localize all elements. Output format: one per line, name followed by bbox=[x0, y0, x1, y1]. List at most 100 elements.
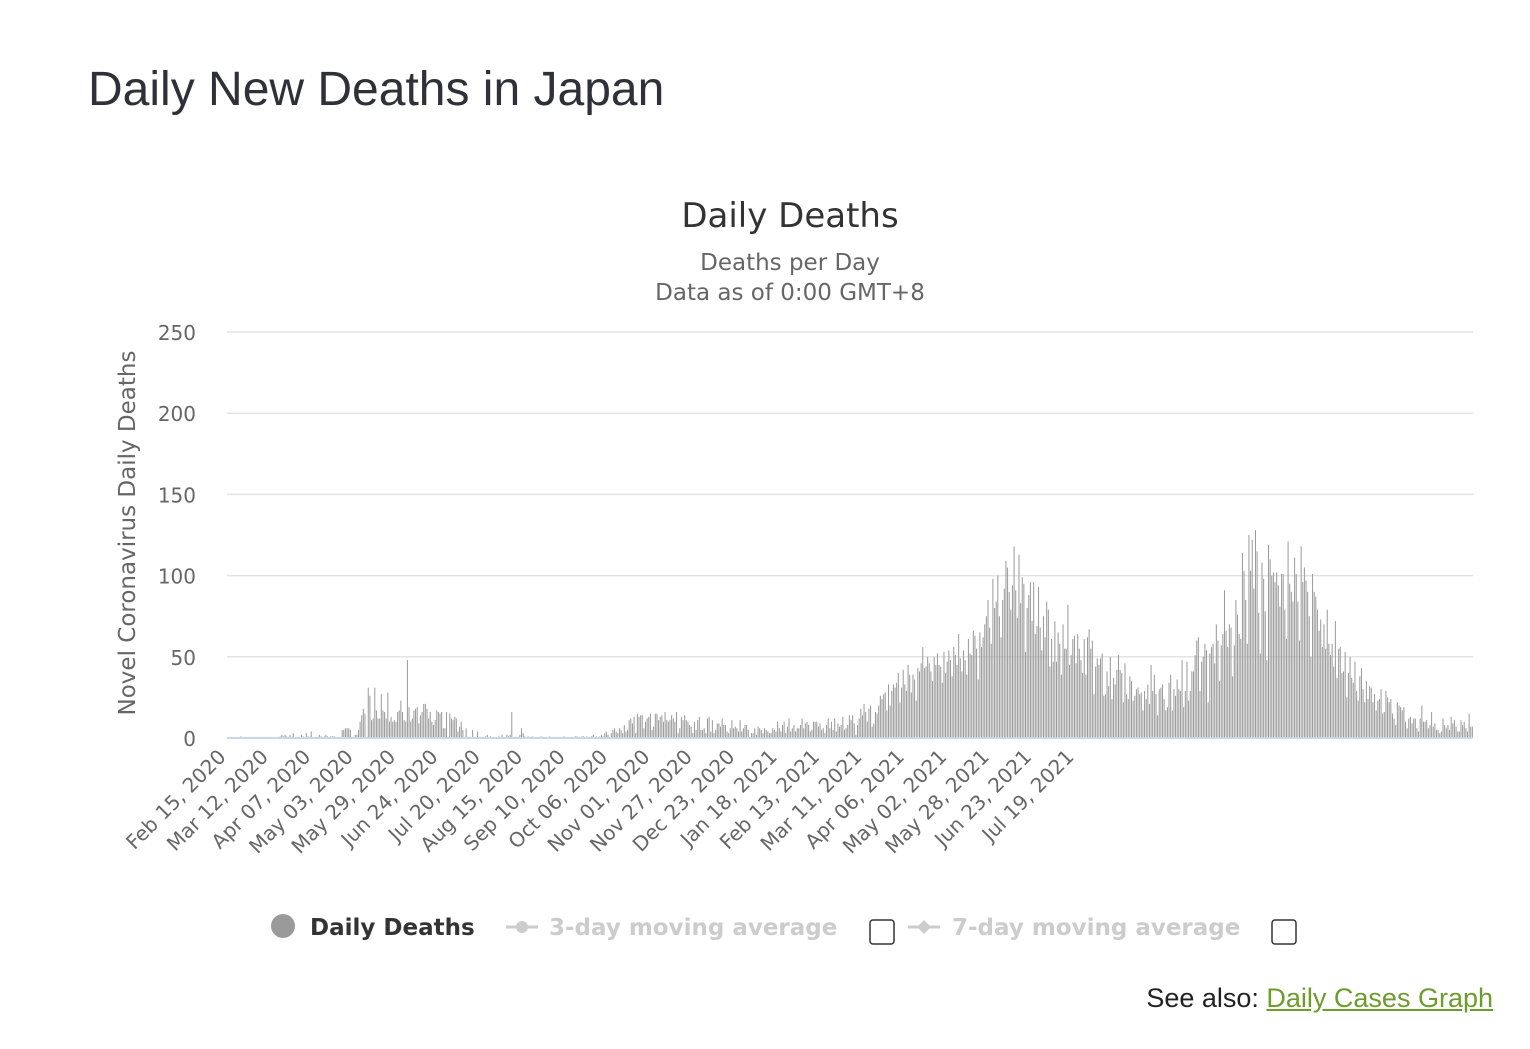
checkbox-7-day-average[interactable] bbox=[1271, 919, 1297, 945]
bar bbox=[1093, 694, 1095, 738]
bar bbox=[770, 733, 772, 738]
bar bbox=[1449, 729, 1451, 738]
bar bbox=[972, 630, 974, 738]
bar bbox=[798, 728, 800, 738]
legend-item-daily-deaths[interactable]: Daily Deaths bbox=[271, 914, 475, 941]
bar bbox=[703, 728, 705, 738]
bar bbox=[380, 694, 382, 738]
bar bbox=[777, 721, 779, 738]
bar bbox=[949, 660, 951, 738]
bar bbox=[1409, 716, 1411, 738]
bar-series-daily-deaths bbox=[240, 530, 1473, 738]
bar bbox=[1147, 684, 1149, 738]
bar bbox=[605, 731, 607, 738]
bar bbox=[641, 715, 643, 738]
checkbox-3-day-average[interactable] bbox=[869, 919, 895, 945]
bar bbox=[1137, 687, 1139, 738]
bar bbox=[511, 712, 513, 738]
bar bbox=[284, 734, 286, 738]
bar bbox=[1240, 638, 1242, 738]
bar bbox=[1069, 664, 1071, 738]
bar bbox=[1005, 560, 1007, 738]
bar bbox=[1228, 624, 1230, 738]
bar bbox=[799, 725, 801, 738]
bar bbox=[932, 681, 934, 738]
bar bbox=[755, 734, 757, 738]
bar bbox=[915, 700, 917, 738]
bar bbox=[1153, 674, 1155, 738]
bar bbox=[1003, 588, 1005, 738]
bar bbox=[1279, 606, 1281, 738]
bar bbox=[938, 664, 940, 738]
bar bbox=[1385, 690, 1387, 738]
bar bbox=[700, 729, 702, 738]
bar bbox=[1096, 658, 1098, 738]
bar bbox=[1316, 609, 1318, 738]
bar bbox=[984, 624, 986, 738]
bar bbox=[305, 733, 307, 738]
bar bbox=[1437, 729, 1439, 738]
bar bbox=[1276, 572, 1278, 738]
bar bbox=[1191, 671, 1193, 738]
bar bbox=[819, 723, 821, 738]
bar bbox=[1207, 702, 1209, 738]
bar bbox=[1346, 697, 1348, 738]
bar bbox=[1254, 530, 1256, 738]
bar bbox=[1290, 591, 1292, 738]
legend-label-daily-deaths: Daily Deaths bbox=[310, 915, 475, 941]
bar bbox=[801, 718, 803, 738]
bar bbox=[1418, 731, 1420, 738]
bar bbox=[1333, 666, 1335, 738]
bar bbox=[901, 687, 903, 738]
bar bbox=[1408, 718, 1410, 738]
bar bbox=[1300, 546, 1302, 738]
bar bbox=[964, 660, 966, 738]
bar bbox=[1241, 552, 1243, 738]
bar bbox=[349, 729, 351, 738]
bar bbox=[710, 731, 712, 738]
bar bbox=[1357, 700, 1359, 738]
bar bbox=[1375, 710, 1377, 738]
bar bbox=[1047, 609, 1049, 738]
bar bbox=[764, 728, 766, 738]
bar bbox=[452, 720, 454, 738]
bar bbox=[392, 721, 394, 738]
bar bbox=[374, 687, 376, 738]
bar bbox=[935, 664, 937, 738]
bar bbox=[1227, 647, 1229, 738]
bar bbox=[388, 721, 390, 738]
bar bbox=[1264, 611, 1266, 738]
bar bbox=[1038, 586, 1040, 738]
bar bbox=[716, 723, 718, 738]
bar bbox=[713, 733, 715, 738]
bar bbox=[863, 703, 865, 738]
legend-item-3-day-average[interactable]: 3-day moving average bbox=[506, 915, 837, 941]
daily-cases-graph-link[interactable]: Daily Cases Graph bbox=[1266, 983, 1493, 1013]
bar bbox=[1367, 699, 1369, 738]
bar bbox=[1431, 712, 1433, 738]
bar bbox=[472, 729, 474, 738]
bar bbox=[702, 729, 704, 738]
bar bbox=[1103, 695, 1105, 738]
legend-item-7-day-average[interactable]: 7-day moving average bbox=[908, 915, 1240, 941]
circle-marker-icon bbox=[271, 914, 295, 938]
bar bbox=[1140, 692, 1142, 738]
bar bbox=[674, 721, 676, 738]
bar bbox=[1268, 544, 1270, 738]
bar bbox=[945, 673, 947, 738]
bar bbox=[1184, 690, 1186, 738]
bar bbox=[1274, 582, 1276, 738]
bar bbox=[685, 720, 687, 738]
bar bbox=[1101, 653, 1103, 738]
bar bbox=[1378, 699, 1380, 738]
bar bbox=[1421, 705, 1423, 738]
bar bbox=[878, 705, 880, 738]
bar bbox=[1196, 640, 1198, 738]
bar bbox=[977, 679, 979, 738]
bar bbox=[1165, 710, 1167, 738]
bar bbox=[1091, 640, 1093, 738]
bar bbox=[1360, 668, 1362, 738]
bar bbox=[853, 723, 855, 738]
bar bbox=[1232, 676, 1234, 738]
bar bbox=[310, 731, 312, 738]
